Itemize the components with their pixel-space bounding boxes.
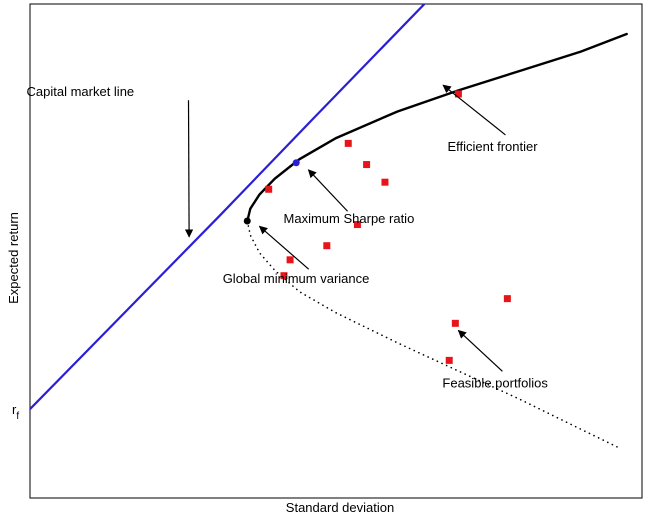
y-tick-label-subscript: f [16,411,19,422]
efficient-frontier-line [246,32,628,223]
feasible-portfolio-point [454,90,462,98]
x-axis-title: Standard deviation [286,500,394,515]
annotation-label: Feasible portfolios [442,375,548,390]
inefficient-frontier-line [246,220,622,450]
annotation-label: Maximum Sharpe ratio [284,211,415,226]
y-axis-title: Expected return [6,212,21,304]
feasible-portfolio-point [445,356,453,364]
feasible-portfolio-point [451,319,459,327]
plot-frame [29,3,643,499]
y-tick-label-main: r [12,402,17,417]
annotation-arrow [442,84,506,136]
feasible-portfolio-point [344,139,352,147]
feasible-portfolio-point [286,256,294,264]
annotation-arrow [307,169,348,212]
feasible-portfolio-point [381,178,389,186]
annotation-label: Global minimum variance [223,271,370,286]
capital-market-line [30,4,426,411]
feasible-portfolio-point [265,185,273,193]
feasible-portfolio-point [280,272,288,280]
y-tick-layer: rf [12,402,19,422]
gmv-point [243,217,251,225]
annotation-arrow [184,100,194,238]
feasible-portfolio-point [353,221,361,229]
annotation-arrow [457,329,503,372]
feasible-portfolio-point [323,242,331,250]
annotation-layer: Capital market line Efficient frontier Max… [27,84,549,390]
feasible-portfolio-point [503,295,511,303]
series-layer [30,4,628,450]
annotation-label: Capital market line [27,84,135,99]
feasible-portfolio-point [363,161,371,169]
y-tick-label-rf: rf [12,402,19,422]
max-sharpe-point [292,159,300,167]
annotation-arrow [258,225,310,270]
annotation-label: Efficient frontier [447,139,538,154]
